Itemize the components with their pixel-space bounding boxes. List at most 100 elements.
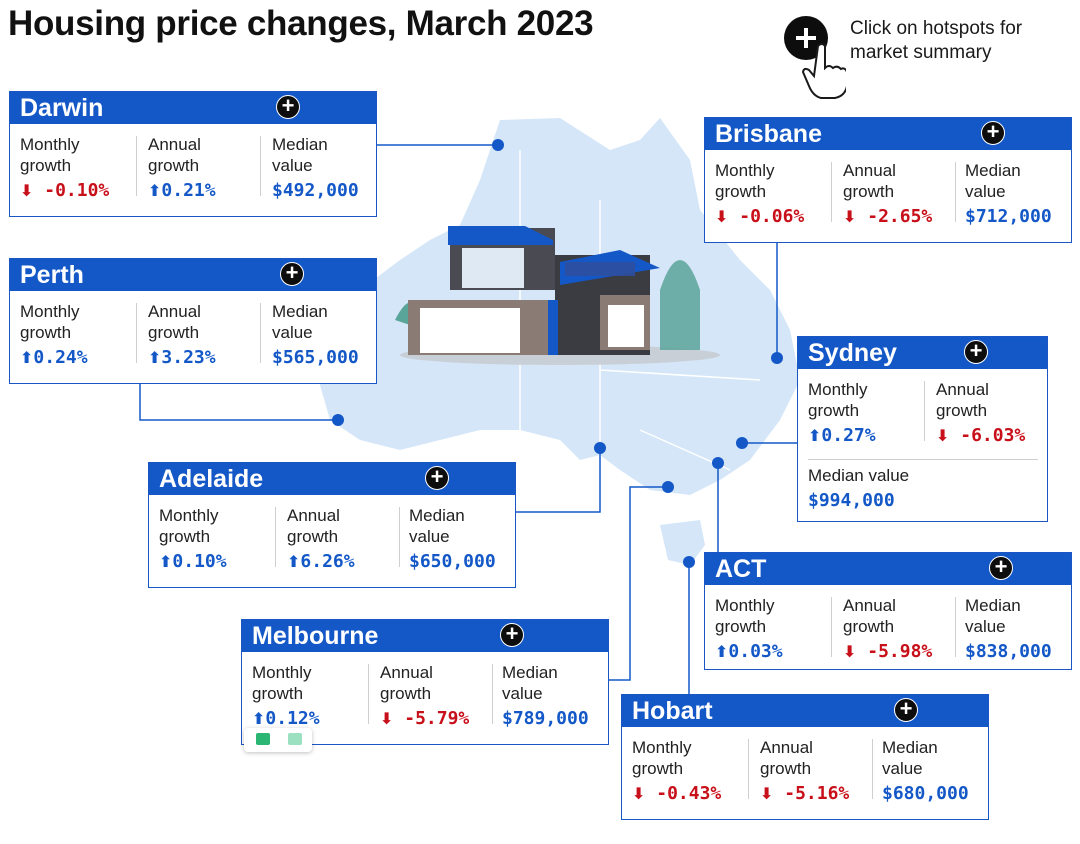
median-value: $492,000 xyxy=(272,180,359,201)
hint-text: Click on hotspots for market summary xyxy=(850,17,1070,65)
annual-label-1: Annual xyxy=(760,738,813,757)
expand-plus-icon[interactable]: + xyxy=(500,623,524,647)
median-label-1: Median xyxy=(965,161,1021,180)
city-card-header: Hobart + xyxy=(622,695,988,727)
hint-line-1: Click on hotspots for xyxy=(850,18,1023,39)
feedback-badge[interactable] xyxy=(244,728,312,752)
monthly-label-2: growth xyxy=(252,684,304,703)
monthly-label-2: growth xyxy=(632,759,684,778)
annual-label-2: growth xyxy=(148,323,200,342)
expand-plus-icon[interactable]: + xyxy=(280,262,304,286)
arrow-up-icon: ⬆ xyxy=(287,552,301,571)
median-label-2: value xyxy=(965,182,1006,201)
median-value: $680,000 xyxy=(882,783,969,804)
city-name: Brisbane xyxy=(715,120,822,148)
monthly-growth-value: ⬇ -0.06% xyxy=(715,206,805,227)
city-card-header: Darwin + xyxy=(10,92,376,124)
arrow-down-icon: ⬇ xyxy=(20,181,34,200)
median-value: $712,000 xyxy=(965,206,1052,227)
expand-plus-icon[interactable]: + xyxy=(964,340,988,364)
median-label-full: Median value xyxy=(808,466,910,485)
expand-plus-icon[interactable]: + xyxy=(894,698,918,722)
median-label-2: value xyxy=(272,323,313,342)
arrow-up-icon: ⬆ xyxy=(159,552,173,571)
city-card-header: Perth + xyxy=(10,259,376,291)
arrow-down-icon: ⬇ xyxy=(936,426,950,445)
arrow-down-icon: ⬇ xyxy=(632,784,646,803)
arrow-up-icon: ⬆ xyxy=(20,348,34,367)
median-value: $565,000 xyxy=(272,347,359,368)
annual-growth-value: ⬆0.21% xyxy=(148,180,216,201)
median-label-2: value xyxy=(882,759,923,778)
median-label-2: value xyxy=(965,617,1006,636)
annual-growth-value: ⬇ -5.16% xyxy=(760,783,850,804)
arrow-down-icon: ⬇ xyxy=(843,207,857,226)
arrow-down-icon: ⬇ xyxy=(715,207,729,226)
monthly-label-2: growth xyxy=(159,527,211,546)
city-card-darwin: Darwin + Monthly growth ⬇ -0.10% Annual … xyxy=(9,91,377,217)
expand-plus-icon[interactable]: + xyxy=(276,95,300,119)
comment-icon[interactable] xyxy=(256,733,270,745)
tasmania xyxy=(660,520,705,565)
annual-label-1: Annual xyxy=(287,506,340,525)
arrow-down-icon: ⬇ xyxy=(843,642,857,661)
city-card-hobart: Hobart + Monthly growth ⬇ -0.43% Annual … xyxy=(621,694,989,820)
annual-label-1: Annual xyxy=(936,380,989,399)
arrow-up-icon: ⬆ xyxy=(715,642,729,661)
monthly-label-2: growth xyxy=(715,182,767,201)
hand-pointer-plus-icon xyxy=(784,16,846,99)
city-name: Hobart xyxy=(632,697,713,725)
city-card-sydney: Sydney + Monthly growth ⬆0.27% Annual gr… xyxy=(797,336,1048,522)
annual-label-1: Annual xyxy=(148,302,201,321)
median-label-1: Median xyxy=(272,135,328,154)
monthly-label-1: Monthly xyxy=(632,738,692,757)
arrow-up-icon: ⬆ xyxy=(808,426,822,445)
annual-label-1: Annual xyxy=(843,596,896,615)
annual-label-2: growth xyxy=(760,759,812,778)
monthly-growth-value: ⬆0.10% xyxy=(159,551,227,572)
share-icon[interactable] xyxy=(288,733,302,745)
city-name: ACT xyxy=(715,555,767,583)
city-card-header: Adelaide + xyxy=(149,463,515,495)
expand-plus-icon[interactable]: + xyxy=(989,556,1013,580)
annual-growth-value: ⬆6.26% xyxy=(287,551,355,572)
page-title: Housing price changes, March 2023 xyxy=(8,4,594,43)
monthly-growth-value: ⬆0.12% xyxy=(252,708,320,729)
annual-label-2: growth xyxy=(287,527,339,546)
median-label-2: value xyxy=(272,156,313,175)
monthly-growth-value: ⬇ -0.10% xyxy=(20,180,110,201)
arrow-up-icon: ⬆ xyxy=(148,181,162,200)
median-label-2: value xyxy=(502,684,543,703)
city-card-adelaide: Adelaide + Monthly growth ⬆0.10% Annual … xyxy=(148,462,516,588)
city-card-perth: Perth + Monthly growth ⬆0.24% Annual gro… xyxy=(9,258,377,384)
city-card-header: Melbourne + xyxy=(242,620,608,652)
monthly-label-1: Monthly xyxy=(252,663,312,682)
annual-growth-value: ⬇ -6.03% xyxy=(936,425,1026,446)
monthly-label-1: Monthly xyxy=(715,596,775,615)
city-card-melbourne: Melbourne + Monthly growth ⬆0.12% Annual… xyxy=(241,619,609,745)
median-value: $789,000 xyxy=(502,708,589,729)
city-card-brisbane: Brisbane + Monthly growth ⬇ -0.06% Annua… xyxy=(704,117,1072,243)
annual-label-2: growth xyxy=(380,684,432,703)
monthly-label-1: Monthly xyxy=(20,302,80,321)
monthly-growth-value: ⬇ -0.43% xyxy=(632,783,722,804)
median-label-1: Median xyxy=(882,738,938,757)
median-label-1: Median xyxy=(409,506,465,525)
annual-growth-value: ⬇ -5.79% xyxy=(380,708,470,729)
monthly-growth-value: ⬆0.03% xyxy=(715,641,783,662)
annual-label-1: Annual xyxy=(843,161,896,180)
median-value: $838,000 xyxy=(965,641,1052,662)
median-value: $994,000 xyxy=(808,490,895,511)
monthly-label-2: growth xyxy=(808,401,860,420)
annual-growth-value: ⬇ -2.65% xyxy=(843,206,933,227)
expand-plus-icon[interactable]: + xyxy=(425,466,449,490)
median-label-1: Median xyxy=(502,663,558,682)
expand-plus-icon[interactable]: + xyxy=(981,121,1005,145)
monthly-label-2: growth xyxy=(715,617,767,636)
monthly-growth-value: ⬆0.27% xyxy=(808,425,876,446)
annual-label-2: growth xyxy=(843,182,895,201)
annual-label-1: Annual xyxy=(148,135,201,154)
monthly-growth-value: ⬆0.24% xyxy=(20,347,88,368)
annual-label-2: growth xyxy=(843,617,895,636)
city-card-act: ACT + Monthly growth ⬆0.03% Annual growt… xyxy=(704,552,1072,670)
